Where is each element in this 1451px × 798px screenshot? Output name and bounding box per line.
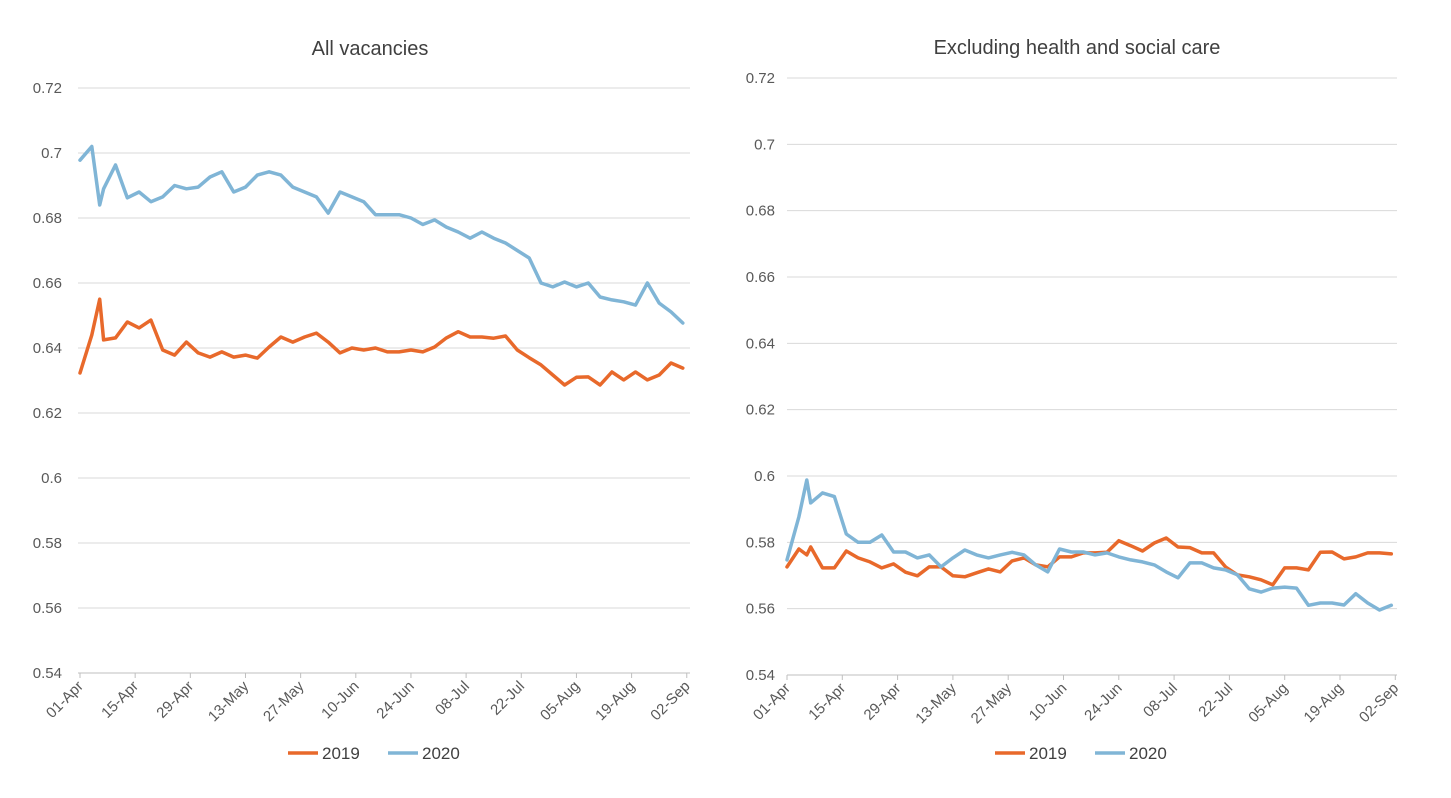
y-tick-label: 0.66 — [746, 269, 775, 286]
x-tick-label: 13-May — [912, 679, 960, 727]
legend-label-2019: 2019 — [322, 744, 360, 763]
x-tick-label: 13-May — [205, 677, 253, 725]
x-tick-label: 19-Aug — [592, 678, 638, 724]
y-tick-label: 0.7 — [41, 145, 62, 162]
x-tick-label: 05-Aug — [537, 678, 583, 724]
y-tick-label: 0.56 — [33, 600, 62, 617]
x-tick-label: 08-Jul — [432, 678, 473, 719]
y-tick-label: 0.6 — [754, 468, 775, 485]
y-tick-label: 0.58 — [33, 535, 62, 552]
series-line-2019 — [78, 297, 685, 387]
y-tick-label: 0.66 — [33, 275, 62, 292]
x-tick-label: 22-Jul — [487, 678, 528, 719]
y-tick-label: 0.62 — [33, 405, 62, 422]
x-tick-label: 15-Apr — [98, 678, 142, 722]
x-tick-label: 29-Apr — [153, 678, 197, 722]
y-tick-label: 0.7 — [754, 136, 775, 153]
x-tick-label: 10-Jun — [1026, 680, 1070, 724]
x-tick-label: 27-May — [260, 677, 308, 725]
chart-title: All vacancies — [312, 38, 429, 60]
y-tick-label: 0.54 — [33, 665, 62, 682]
y-tick-label: 0.58 — [746, 534, 775, 551]
chart-all-vacancies: All vacancies 0.54 0.56 0.58 0.6 0.62 0.64 0.6… — [33, 38, 694, 763]
x-tick-label: 24-Jun — [373, 678, 417, 722]
series-line-2020 — [78, 144, 685, 325]
x-tick-label: 15-Apr — [805, 680, 849, 724]
y-tick-label: 0.64 — [33, 340, 62, 357]
legend-label-2020: 2020 — [422, 744, 460, 763]
x-tick-label: 05-Aug — [1245, 680, 1291, 726]
y-tick-label: 0.54 — [746, 667, 775, 684]
legend-label-2019: 2019 — [1029, 744, 1067, 763]
series-line-2019 — [785, 536, 1394, 587]
chart-title: Excluding health and social care — [934, 37, 1221, 59]
y-tick-label: 0.62 — [746, 402, 775, 419]
x-tick-label: 10-Jun — [318, 678, 362, 722]
chart-excluding-health-social-care: Excluding health and social care 0.54 0.5… — [746, 37, 1402, 763]
legend-label-2020: 2020 — [1129, 744, 1167, 763]
y-tick-label: 0.72 — [33, 80, 62, 97]
y-tick-label: 0.72 — [746, 70, 775, 87]
x-tick-label: 01-Apr — [43, 678, 87, 722]
y-tick-label: 0.68 — [33, 210, 62, 227]
x-tick-label: 01-Apr — [750, 680, 794, 724]
x-tick-label: 08-Jul — [1140, 680, 1181, 721]
y-tick-label: 0.64 — [746, 335, 775, 352]
x-tick-label: 24-Jun — [1081, 680, 1125, 724]
x-tick-label: 29-Apr — [861, 680, 905, 724]
x-tick-label: 27-May — [968, 679, 1016, 727]
x-tick-label: 02-Sep — [1356, 680, 1402, 726]
y-tick-label: 0.6 — [41, 470, 62, 487]
y-tick-label: 0.68 — [746, 203, 775, 220]
x-tick-label: 22-Jul — [1195, 680, 1236, 721]
series-line-2020 — [785, 478, 1394, 612]
y-tick-label: 0.56 — [746, 601, 775, 618]
x-tick-label: 02-Sep — [647, 678, 693, 724]
x-tick-label: 19-Aug — [1301, 680, 1347, 726]
